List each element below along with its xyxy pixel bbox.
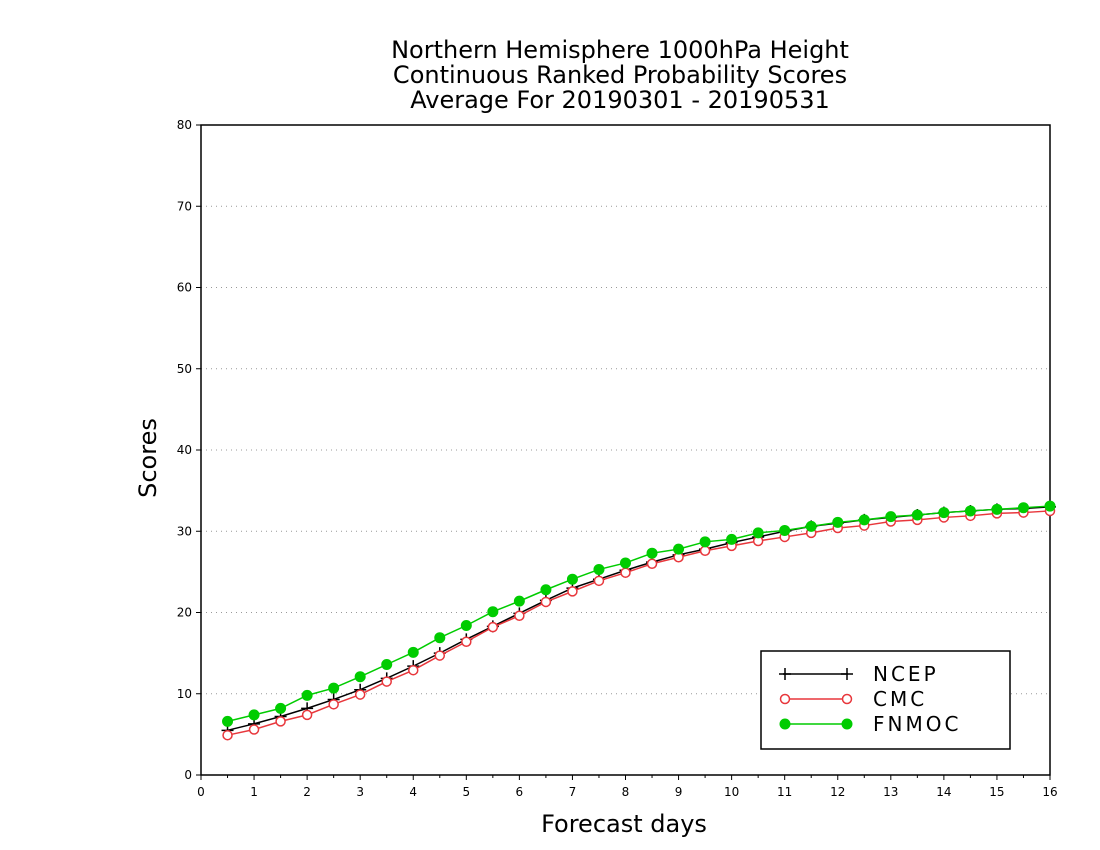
point-cmc-0 <box>222 729 233 741</box>
y-tick-label-0: 0 <box>184 768 192 782</box>
y-tick-label-5: 50 <box>177 362 192 376</box>
point-fnmoc-27 <box>938 507 950 519</box>
x-axis-label: Forecast days <box>541 810 707 838</box>
point-fnmoc-20 <box>752 527 764 539</box>
point-fnmoc-18 <box>699 536 711 548</box>
point-fnmoc-0 <box>222 715 234 727</box>
point-fnmoc-16 <box>646 547 658 559</box>
y-tick-label-8: 80 <box>177 118 192 132</box>
y-tick-label-1: 10 <box>177 687 192 701</box>
point-fnmoc-1 <box>248 709 260 721</box>
point-fnmoc-14 <box>593 563 605 575</box>
x-tick-label-10: 10 <box>724 785 739 799</box>
x-tick-label-4: 4 <box>409 785 417 799</box>
point-fnmoc-25 <box>885 511 897 523</box>
point-cmc-12 <box>540 596 552 608</box>
point-fnmoc-6 <box>381 659 393 670</box>
x-tick-label-9: 9 <box>675 785 683 799</box>
chart-title-line-3: Average For 20190301 - 20190531 <box>410 86 830 114</box>
point-cmc-6 <box>381 676 392 687</box>
point-fnmoc-19 <box>726 533 738 545</box>
x-tick-label-15: 15 <box>989 785 1004 799</box>
point-cmc-13 <box>567 586 578 597</box>
point-cmc-1 <box>248 724 260 735</box>
legend-label-cmc: CMC <box>873 687 927 711</box>
point-fnmoc-10 <box>487 606 499 618</box>
point-fnmoc-24 <box>858 514 870 526</box>
point-cmc-15 <box>620 567 631 578</box>
x-tick-label-12: 12 <box>830 785 845 799</box>
legend-marker-end-fnmoc <box>841 718 853 730</box>
point-cmc-9 <box>461 636 472 647</box>
point-fnmoc-30 <box>1017 502 1029 514</box>
point-cmc-10 <box>487 621 499 633</box>
point-fnmoc-29 <box>991 503 1003 515</box>
x-tick-label-0: 0 <box>197 785 205 799</box>
point-fnmoc-31 <box>1044 500 1056 512</box>
point-fnmoc-15 <box>620 557 631 569</box>
point-fnmoc-21 <box>779 524 791 536</box>
point-fnmoc-11 <box>513 595 525 607</box>
y-tick-label-7: 70 <box>177 199 192 213</box>
legend-box <box>760 650 1011 750</box>
point-cmc-11 <box>514 610 525 621</box>
legend-marker-end-cmc <box>841 693 853 705</box>
x-tick-label-16: 16 <box>1042 785 1057 799</box>
legend-marker-start-fnmoc <box>779 718 791 730</box>
y-tick-label-6: 60 <box>177 281 192 295</box>
point-cmc-3 <box>301 709 313 721</box>
point-cmc-8 <box>434 650 446 661</box>
x-tick-label-1: 1 <box>250 785 258 799</box>
point-fnmoc-5 <box>354 671 366 683</box>
x-tick-label-11: 11 <box>777 785 792 799</box>
y-tick-label-2: 20 <box>177 606 192 620</box>
point-fnmoc-8 <box>434 632 446 644</box>
point-fnmoc-17 <box>673 543 685 555</box>
legend-marker-start-cmc <box>779 693 791 705</box>
point-fnmoc-9 <box>460 620 472 631</box>
x-tick-label-5: 5 <box>462 785 470 799</box>
point-cmc-2 <box>275 716 286 727</box>
point-cmc-18 <box>699 545 711 556</box>
x-tick-label-14: 14 <box>936 785 951 799</box>
x-tick-label-2: 2 <box>303 785 311 799</box>
point-cmc-16 <box>646 558 658 569</box>
point-fnmoc-7 <box>407 646 419 658</box>
point-fnmoc-28 <box>964 505 976 517</box>
x-tick-label-8: 8 <box>622 785 630 799</box>
series-fnmoc <box>222 500 1056 727</box>
point-cmc-7 <box>408 664 419 676</box>
point-fnmoc-23 <box>832 516 844 528</box>
point-fnmoc-13 <box>566 573 578 585</box>
point-fnmoc-22 <box>805 520 817 532</box>
point-cmc-14 <box>593 575 605 587</box>
y-tick-label-4: 40 <box>177 443 192 457</box>
x-tick-label-3: 3 <box>356 785 364 799</box>
legend-marker-end-ncep <box>841 668 853 680</box>
legend-label-ncep: NCEP <box>873 662 939 686</box>
point-fnmoc-2 <box>275 702 287 714</box>
point-cmc-5 <box>354 689 366 700</box>
point-fnmoc-3 <box>301 689 313 701</box>
x-tick-label-13: 13 <box>883 785 898 799</box>
chart-title-line-2: Continuous Ranked Probability Scores <box>392 61 848 89</box>
point-cmc-4 <box>328 699 339 710</box>
x-tick-label-7: 7 <box>569 785 577 799</box>
point-fnmoc-4 <box>328 682 340 694</box>
point-fnmoc-12 <box>540 584 552 596</box>
y-tick-label-3: 30 <box>177 524 192 538</box>
x-tick-label-6: 6 <box>516 785 524 799</box>
point-fnmoc-26 <box>911 509 923 521</box>
legend-label-fnmoc: FNMOC <box>873 712 961 736</box>
legend-marker-start-ncep <box>779 668 791 680</box>
chart-title-line-1: Northern Hemisphere 1000hPa Height <box>391 36 849 64</box>
